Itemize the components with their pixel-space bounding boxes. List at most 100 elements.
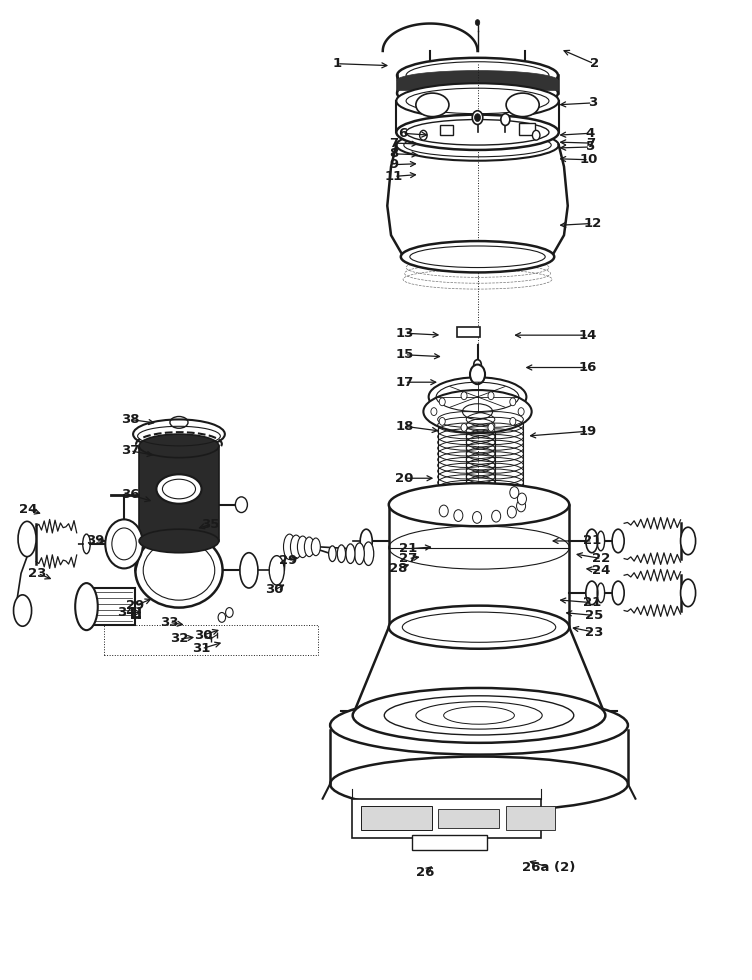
- Ellipse shape: [423, 390, 532, 433]
- Text: 37: 37: [121, 444, 139, 458]
- Circle shape: [461, 392, 467, 400]
- Circle shape: [508, 507, 517, 518]
- Text: 39: 39: [86, 534, 105, 548]
- Text: 22: 22: [593, 552, 611, 565]
- Circle shape: [431, 408, 437, 416]
- Circle shape: [461, 423, 467, 431]
- Bar: [457, 327, 480, 337]
- Ellipse shape: [416, 93, 449, 117]
- Bar: [139, 446, 219, 541]
- Ellipse shape: [156, 474, 202, 504]
- Circle shape: [517, 493, 526, 505]
- Ellipse shape: [18, 521, 36, 557]
- Text: 21: 21: [584, 596, 602, 610]
- Text: 38: 38: [121, 413, 139, 426]
- Ellipse shape: [133, 419, 225, 449]
- Text: 5: 5: [586, 140, 595, 154]
- Text: 19: 19: [579, 424, 597, 438]
- Text: 24: 24: [593, 564, 611, 577]
- Ellipse shape: [329, 546, 336, 562]
- Text: 23: 23: [585, 625, 603, 639]
- Text: 27: 27: [399, 552, 417, 565]
- Circle shape: [510, 487, 519, 499]
- Text: 2: 2: [590, 57, 599, 71]
- Ellipse shape: [75, 583, 98, 630]
- Circle shape: [492, 511, 501, 522]
- Text: 29: 29: [126, 599, 144, 612]
- Ellipse shape: [14, 595, 32, 626]
- Circle shape: [226, 608, 233, 617]
- Ellipse shape: [311, 538, 320, 556]
- Text: 33: 33: [160, 615, 178, 629]
- Text: 14: 14: [579, 328, 597, 342]
- Circle shape: [488, 423, 494, 431]
- Circle shape: [501, 114, 510, 125]
- Ellipse shape: [355, 543, 364, 564]
- Circle shape: [439, 398, 445, 406]
- Text: 1: 1: [332, 57, 341, 71]
- Text: 25: 25: [585, 609, 603, 622]
- Ellipse shape: [506, 93, 539, 117]
- Text: 8: 8: [390, 147, 399, 161]
- Ellipse shape: [612, 581, 624, 605]
- Circle shape: [439, 417, 445, 425]
- Ellipse shape: [290, 535, 302, 559]
- Circle shape: [454, 510, 463, 521]
- Bar: [506, 806, 555, 830]
- Ellipse shape: [612, 529, 624, 553]
- Circle shape: [510, 417, 516, 425]
- Ellipse shape: [269, 556, 284, 585]
- Text: 30: 30: [265, 583, 284, 597]
- Text: 29: 29: [279, 554, 297, 567]
- Ellipse shape: [139, 434, 219, 458]
- Ellipse shape: [586, 581, 598, 605]
- Circle shape: [475, 20, 480, 25]
- Circle shape: [218, 612, 226, 622]
- Bar: [412, 835, 487, 850]
- Text: 21: 21: [399, 542, 417, 556]
- Ellipse shape: [389, 483, 569, 526]
- Circle shape: [475, 114, 481, 122]
- Ellipse shape: [240, 553, 258, 588]
- Ellipse shape: [337, 545, 346, 563]
- Text: 15: 15: [396, 348, 414, 362]
- Text: 21: 21: [584, 534, 602, 548]
- Text: 31: 31: [193, 642, 211, 656]
- Text: 35: 35: [202, 517, 220, 531]
- Ellipse shape: [586, 529, 598, 553]
- Text: 11: 11: [385, 170, 403, 183]
- Text: 30: 30: [194, 628, 212, 642]
- Text: 26a (2): 26a (2): [523, 860, 575, 874]
- Ellipse shape: [297, 536, 308, 558]
- Ellipse shape: [397, 58, 558, 93]
- Circle shape: [235, 497, 247, 513]
- Ellipse shape: [681, 527, 696, 555]
- Text: 6: 6: [398, 126, 407, 140]
- Circle shape: [472, 111, 483, 124]
- Circle shape: [510, 398, 516, 406]
- Text: 7: 7: [586, 136, 595, 150]
- Ellipse shape: [284, 534, 296, 560]
- Bar: [397, 80, 558, 90]
- Ellipse shape: [396, 115, 559, 150]
- Text: 23: 23: [29, 566, 47, 580]
- Ellipse shape: [330, 696, 628, 755]
- Ellipse shape: [346, 544, 355, 564]
- Text: 16: 16: [579, 361, 597, 374]
- Text: 26: 26: [416, 865, 434, 879]
- Text: 18: 18: [396, 419, 414, 433]
- Text: 34: 34: [117, 606, 135, 619]
- Text: 4: 4: [586, 126, 595, 140]
- Circle shape: [474, 360, 481, 369]
- Ellipse shape: [139, 529, 219, 553]
- Ellipse shape: [401, 241, 554, 272]
- Ellipse shape: [389, 606, 569, 649]
- Bar: [438, 808, 499, 828]
- Bar: [440, 125, 453, 135]
- Circle shape: [105, 519, 143, 568]
- Text: 3: 3: [588, 96, 597, 110]
- Circle shape: [420, 130, 427, 140]
- Text: 20: 20: [396, 471, 414, 485]
- Text: 32: 32: [170, 632, 188, 646]
- Circle shape: [518, 408, 524, 416]
